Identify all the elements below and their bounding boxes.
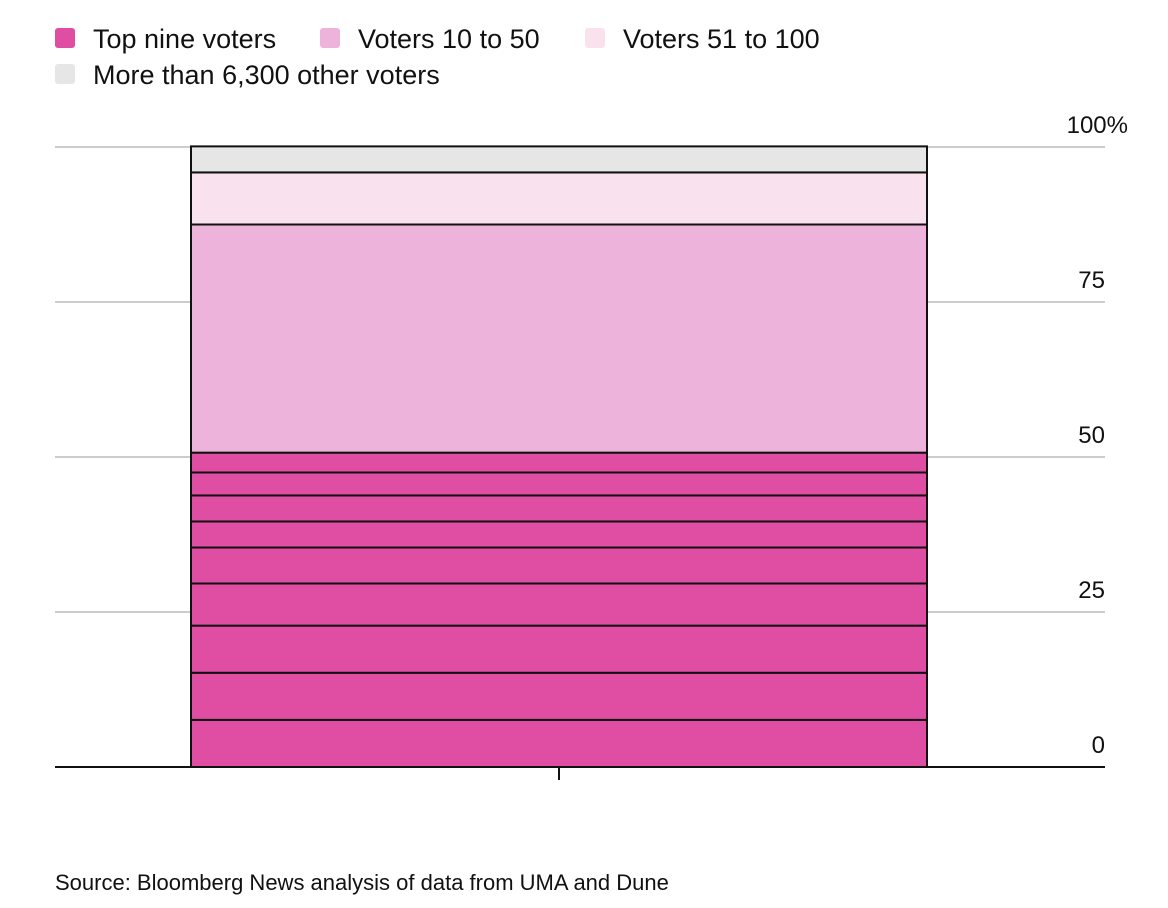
legend-label: Voters 10 to 50 — [358, 24, 540, 54]
bar-segment — [190, 546, 928, 585]
y-tick-label: 0 — [1092, 732, 1105, 759]
bar-segment — [190, 520, 928, 549]
bar-segment — [190, 671, 928, 721]
bar-segment — [190, 718, 928, 769]
bar-segment — [190, 471, 928, 497]
source: Source: Bloomberg News analysis of data … — [55, 870, 669, 895]
bar-segment — [190, 223, 928, 454]
bar-segment — [190, 624, 928, 674]
bar-segment — [190, 451, 928, 474]
y-tick-label: 25 — [1078, 577, 1105, 604]
legend-swatch — [320, 28, 340, 48]
bar-segment — [190, 171, 928, 226]
bar-segment — [190, 145, 928, 174]
bar-segment — [190, 494, 928, 523]
bar-segment — [190, 582, 928, 627]
legend-label: Voters 51 to 100 — [623, 24, 820, 54]
legend-swatch — [55, 28, 75, 48]
y-tick-label: 75 — [1078, 267, 1105, 294]
legend-swatch — [55, 64, 75, 84]
legend-swatch — [585, 28, 605, 48]
y-tick-label: 50 — [1078, 422, 1105, 449]
y-tick-label: 100% — [1067, 112, 1128, 139]
legend-label: More than 6,300 other voters — [93, 60, 440, 90]
legend-label: Top nine voters — [93, 24, 276, 54]
